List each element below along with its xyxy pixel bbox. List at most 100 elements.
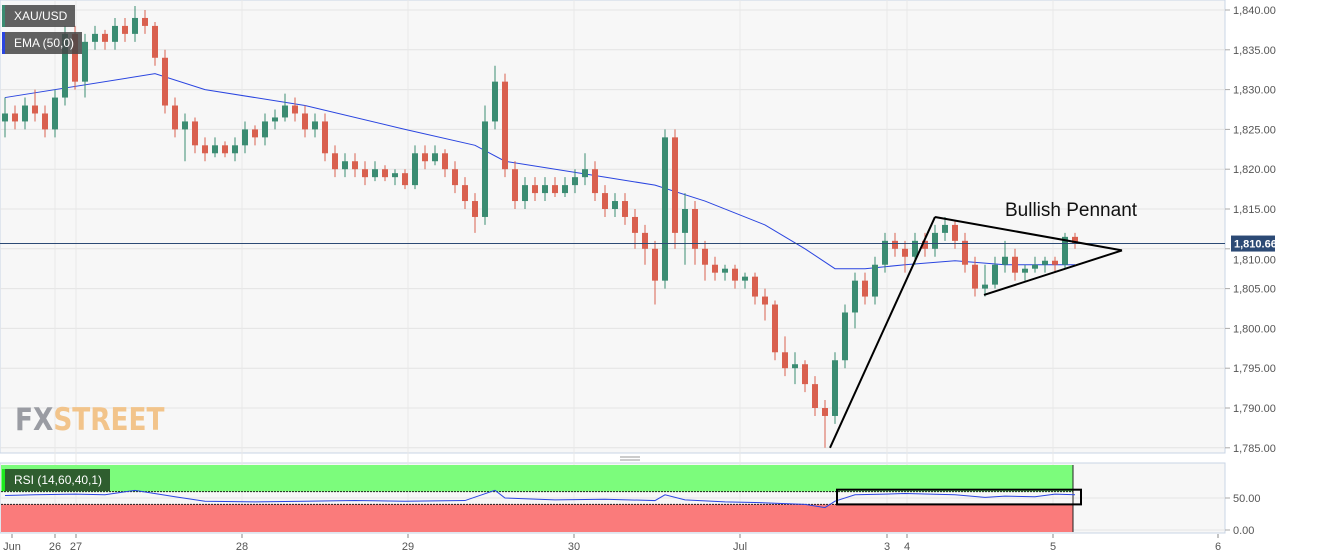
fxstreet-watermark: FXSTREET xyxy=(15,402,165,438)
candle-body xyxy=(172,105,178,130)
candle-body xyxy=(122,25,128,34)
price-panel xyxy=(0,0,1226,454)
candle-body xyxy=(812,384,818,408)
candle-body xyxy=(582,169,588,178)
candle-body xyxy=(852,280,858,313)
candle-body xyxy=(1012,256,1018,273)
candle-body xyxy=(322,121,328,154)
candle-body xyxy=(662,137,668,281)
y-tick-label: 1,790.00 xyxy=(1233,403,1276,415)
x-axis: Jun 26 27 28 29 30 Jul 3 4 5 6 xyxy=(3,534,1221,553)
candle-body xyxy=(822,408,828,416)
candle-body xyxy=(12,113,18,122)
candle-body xyxy=(62,33,68,98)
candle-body xyxy=(162,57,168,106)
x-tick-label: 28 xyxy=(236,541,248,553)
y-tick-label: 1,815.00 xyxy=(1233,204,1276,216)
candle-body xyxy=(302,113,308,130)
candle-body xyxy=(692,209,698,249)
last-price-badge xyxy=(1231,235,1275,252)
x-tick-label: 6 xyxy=(1215,541,1221,553)
ema-tag: EMA (50,0) xyxy=(2,32,83,54)
rsi-highlight-box xyxy=(836,488,1082,506)
candle-body xyxy=(1002,256,1008,265)
candle-body xyxy=(542,185,548,194)
x-tick-label: 4 xyxy=(904,541,910,553)
candle-body xyxy=(1032,264,1038,269)
y-tick-label: 1,825.00 xyxy=(1233,124,1276,136)
rsi-zones xyxy=(1,465,1074,532)
panel-resize-handle[interactable] xyxy=(620,456,640,461)
candle-body xyxy=(632,216,638,233)
candle-body xyxy=(732,268,738,281)
y-tick-label: 1,835.00 xyxy=(1233,45,1276,57)
rsi-y-tick-label: 0.00 xyxy=(1233,525,1254,537)
candle-body xyxy=(972,264,978,289)
candle-body xyxy=(412,153,418,186)
y-tick-label: 1,830.00 xyxy=(1233,85,1276,97)
candle-body xyxy=(392,173,398,178)
candle-body xyxy=(1022,268,1028,273)
candle-body xyxy=(952,224,958,241)
candle-body xyxy=(912,240,918,257)
y-tick-label: 1,805.00 xyxy=(1233,284,1276,296)
candle-body xyxy=(992,264,998,285)
candle-body xyxy=(752,276,758,297)
candle-body xyxy=(462,185,468,202)
x-tick-label: 29 xyxy=(402,541,414,553)
candle-body xyxy=(902,248,908,257)
candle-body xyxy=(222,145,228,154)
candle-body xyxy=(502,81,508,170)
candles xyxy=(2,6,1078,448)
candle-body xyxy=(282,105,288,118)
candle-body xyxy=(92,33,98,42)
candle-body xyxy=(562,185,568,194)
candle-body xyxy=(52,97,58,130)
candle-body xyxy=(422,153,428,162)
candle-body xyxy=(832,360,838,416)
candle-body xyxy=(452,169,458,186)
candle-body xyxy=(332,153,338,170)
candle-body xyxy=(792,364,798,369)
candle-body xyxy=(1052,260,1058,265)
candle-body xyxy=(152,25,158,58)
candle-body xyxy=(762,296,768,305)
x-tick-label: 3 xyxy=(884,541,890,553)
rsi-label: RSI (14,60,40,1) xyxy=(14,473,103,487)
y-tick-label: 1,785.00 xyxy=(1233,443,1276,455)
candle-body xyxy=(892,240,898,249)
candle-body xyxy=(1072,236,1078,244)
candle-body xyxy=(602,193,608,209)
pennant-upper-line xyxy=(934,215,1123,252)
candle-body xyxy=(642,232,648,249)
last-price-label: 1,810.66 xyxy=(1234,239,1277,251)
candle-body xyxy=(142,17,148,26)
watermark-street: STREET xyxy=(53,402,165,438)
watermark-fx: FX xyxy=(15,402,54,438)
candle-body xyxy=(272,117,278,122)
candle-body xyxy=(342,161,348,170)
candle-body xyxy=(932,232,938,249)
candle-body xyxy=(862,280,868,297)
candle-body xyxy=(742,276,748,281)
candle-body xyxy=(352,161,358,170)
candle-body xyxy=(842,312,848,361)
rsi-tag: RSI (14,60,40,1) xyxy=(2,469,111,491)
candle-body xyxy=(612,201,618,209)
rsi-y-tick-label: 50.00 xyxy=(1233,493,1261,505)
y-tick-label: 1,810.00 xyxy=(1233,255,1276,267)
candle-body xyxy=(212,145,218,154)
candle-body xyxy=(112,25,118,42)
candle-body xyxy=(252,129,258,138)
x-tick-label: Jul xyxy=(733,541,747,553)
candle-body xyxy=(552,185,558,194)
symbol-label: XAU/USD xyxy=(14,9,68,23)
y-tick-label: 1,840.00 xyxy=(1233,5,1276,17)
candle-body xyxy=(42,113,48,130)
candle-body xyxy=(702,248,708,265)
candle-body xyxy=(652,248,658,281)
rsi-line-group xyxy=(4,488,1082,509)
candle-body xyxy=(182,121,188,130)
ema-label: EMA (50,0) xyxy=(14,36,75,50)
